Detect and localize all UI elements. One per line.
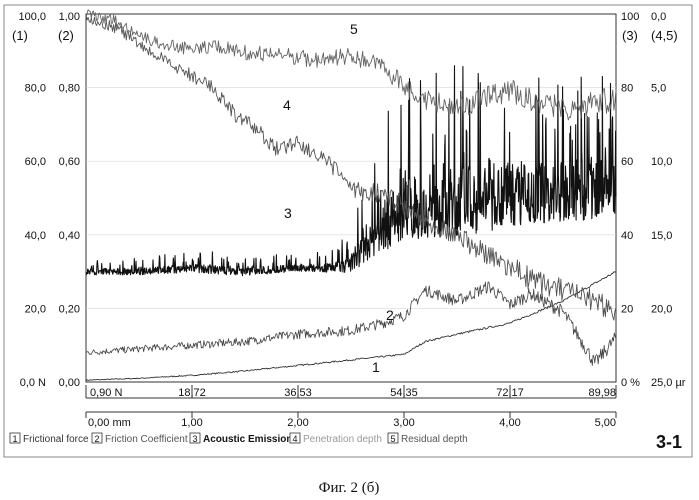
right3-tick: 100 [621, 11, 639, 23]
right45-tick: 10,0 [651, 156, 672, 168]
distance-tick: 0,00 mm [88, 417, 131, 429]
curve-label-3: 3 [284, 205, 292, 221]
left2-tick: 0,40 [59, 230, 80, 242]
legend-label: Friction Coefficient [105, 434, 188, 445]
figure-caption: Фиг. 2 (б) [319, 480, 380, 496]
distance-tick: 1,00 [181, 417, 202, 429]
distance-tick: 3,00 [393, 417, 414, 429]
distance-tick: 2,00 [287, 417, 308, 429]
legend-label: Frictional force [23, 434, 89, 445]
left2-tick: 0,80 [59, 83, 80, 95]
force-tick: 72,17 [496, 387, 524, 399]
legend-label: Residual depth [401, 434, 468, 445]
left2-tick: 0,20 [59, 303, 80, 315]
right45-axis-label: (4,5) [651, 28, 678, 43]
legend-number: 4 [293, 434, 298, 444]
left1-tick: 80,0 [25, 83, 46, 95]
left1-axis-label: (1) [12, 28, 28, 43]
distance-tick: 5,00 [595, 417, 616, 429]
force-tick: 89,98 [588, 387, 616, 399]
legend-label: Acoustic Emission [203, 434, 292, 445]
curve-label-1: 1 [372, 359, 380, 375]
right3-tick: 20 [621, 303, 633, 315]
left1-tick: 0,0 N [20, 377, 46, 389]
left1-tick: 20,0 [25, 303, 46, 315]
left1-tick: 60,0 [25, 156, 46, 168]
right45-tick: 5,0 [651, 83, 666, 95]
right3-tick: 60 [621, 156, 633, 168]
force-tick: 54,35 [390, 387, 418, 399]
curve-label-5: 5 [350, 21, 358, 37]
force-tick: 0,90 N [90, 387, 122, 399]
left2-tick: 0,60 [59, 156, 80, 168]
distance-tick: 4,00 [499, 417, 520, 429]
force-tick: 18,72 [178, 387, 206, 399]
legend-number: 2 [95, 434, 100, 444]
curve-label-4: 4 [283, 97, 291, 113]
badge-3-1: 3-1 [656, 432, 682, 452]
right3-tick: 0 % [621, 377, 640, 389]
right45-tick: 25,0 µr [651, 377, 686, 389]
left1-tick: 40,0 [25, 230, 46, 242]
legend-label: Penetration depth [303, 434, 382, 445]
right3-tick: 40 [621, 230, 633, 242]
legend-number: 1 [13, 434, 18, 444]
right3-tick: 80 [621, 83, 633, 95]
legend-number: 3 [193, 434, 198, 444]
legend-number: 5 [391, 434, 396, 444]
left1-tick: 100,0 [18, 11, 46, 23]
left2-tick: 0,00 [59, 377, 80, 389]
right45-tick: 15,0 [651, 230, 672, 242]
force-tick: 36,53 [284, 387, 312, 399]
left2-tick: 1,00 [59, 11, 80, 23]
right45-tick: 0,0 [651, 11, 666, 23]
curve-label-2: 2 [386, 307, 394, 323]
left2-axis-label: (2) [58, 28, 74, 43]
right45-tick: 20,0 [651, 303, 672, 315]
right3-axis-label: (3) [622, 28, 638, 43]
